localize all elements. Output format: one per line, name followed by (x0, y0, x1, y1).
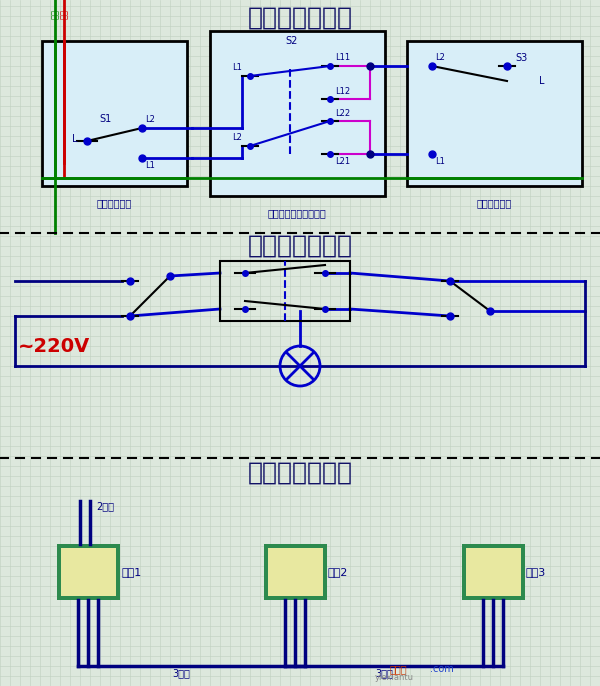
Text: 开关2: 开关2 (328, 567, 349, 577)
Text: S1: S1 (99, 114, 111, 124)
Text: L12: L12 (335, 86, 350, 95)
Text: L1: L1 (232, 64, 242, 73)
Text: 中途开关（三控开关）: 中途开关（三控开关） (268, 208, 326, 218)
Bar (462, 544, 525, 600)
Text: 单开双控开关: 单开双控开关 (97, 198, 131, 208)
Text: L2: L2 (145, 115, 155, 124)
Bar (42, 41, 187, 186)
Text: L2: L2 (435, 54, 445, 62)
Text: L1: L1 (435, 158, 445, 167)
Text: 开关1: 开关1 (121, 567, 141, 577)
Text: L2: L2 (232, 134, 242, 143)
Text: 三控开关原理图: 三控开关原理图 (248, 234, 353, 258)
Bar (466, 548, 521, 596)
Bar (407, 41, 582, 186)
Bar (61, 548, 116, 596)
Text: L: L (72, 134, 78, 144)
Text: 3根线: 3根线 (172, 668, 190, 678)
Bar (57, 544, 120, 600)
Text: L11: L11 (335, 54, 350, 62)
Text: .com: .com (430, 664, 454, 674)
Text: 2根线: 2根线 (96, 501, 114, 511)
Text: ylexiantu: ylexiantu (375, 673, 414, 682)
Text: 接线图: 接线图 (390, 664, 407, 674)
Text: 3根线: 3根线 (375, 668, 393, 678)
Text: 单开双控开关: 单开双控开关 (476, 198, 512, 208)
Text: 三控开关接线图: 三控开关接线图 (248, 6, 353, 30)
Bar (268, 548, 323, 596)
Text: L: L (539, 76, 545, 86)
Text: 开关3: 开关3 (526, 567, 546, 577)
Text: L22: L22 (335, 108, 350, 117)
Bar (264, 544, 327, 600)
Text: ~220V: ~220V (18, 337, 90, 355)
Bar (220, 261, 350, 321)
Text: 三控开关布线图: 三控开关布线图 (248, 461, 353, 485)
Text: S2: S2 (285, 36, 298, 46)
Text: S3: S3 (515, 53, 527, 63)
Text: 火线: 火线 (59, 9, 68, 19)
Text: 相线: 相线 (50, 9, 59, 19)
Text: L21: L21 (335, 158, 350, 167)
Text: L1: L1 (145, 161, 155, 171)
Bar (210, 31, 385, 196)
